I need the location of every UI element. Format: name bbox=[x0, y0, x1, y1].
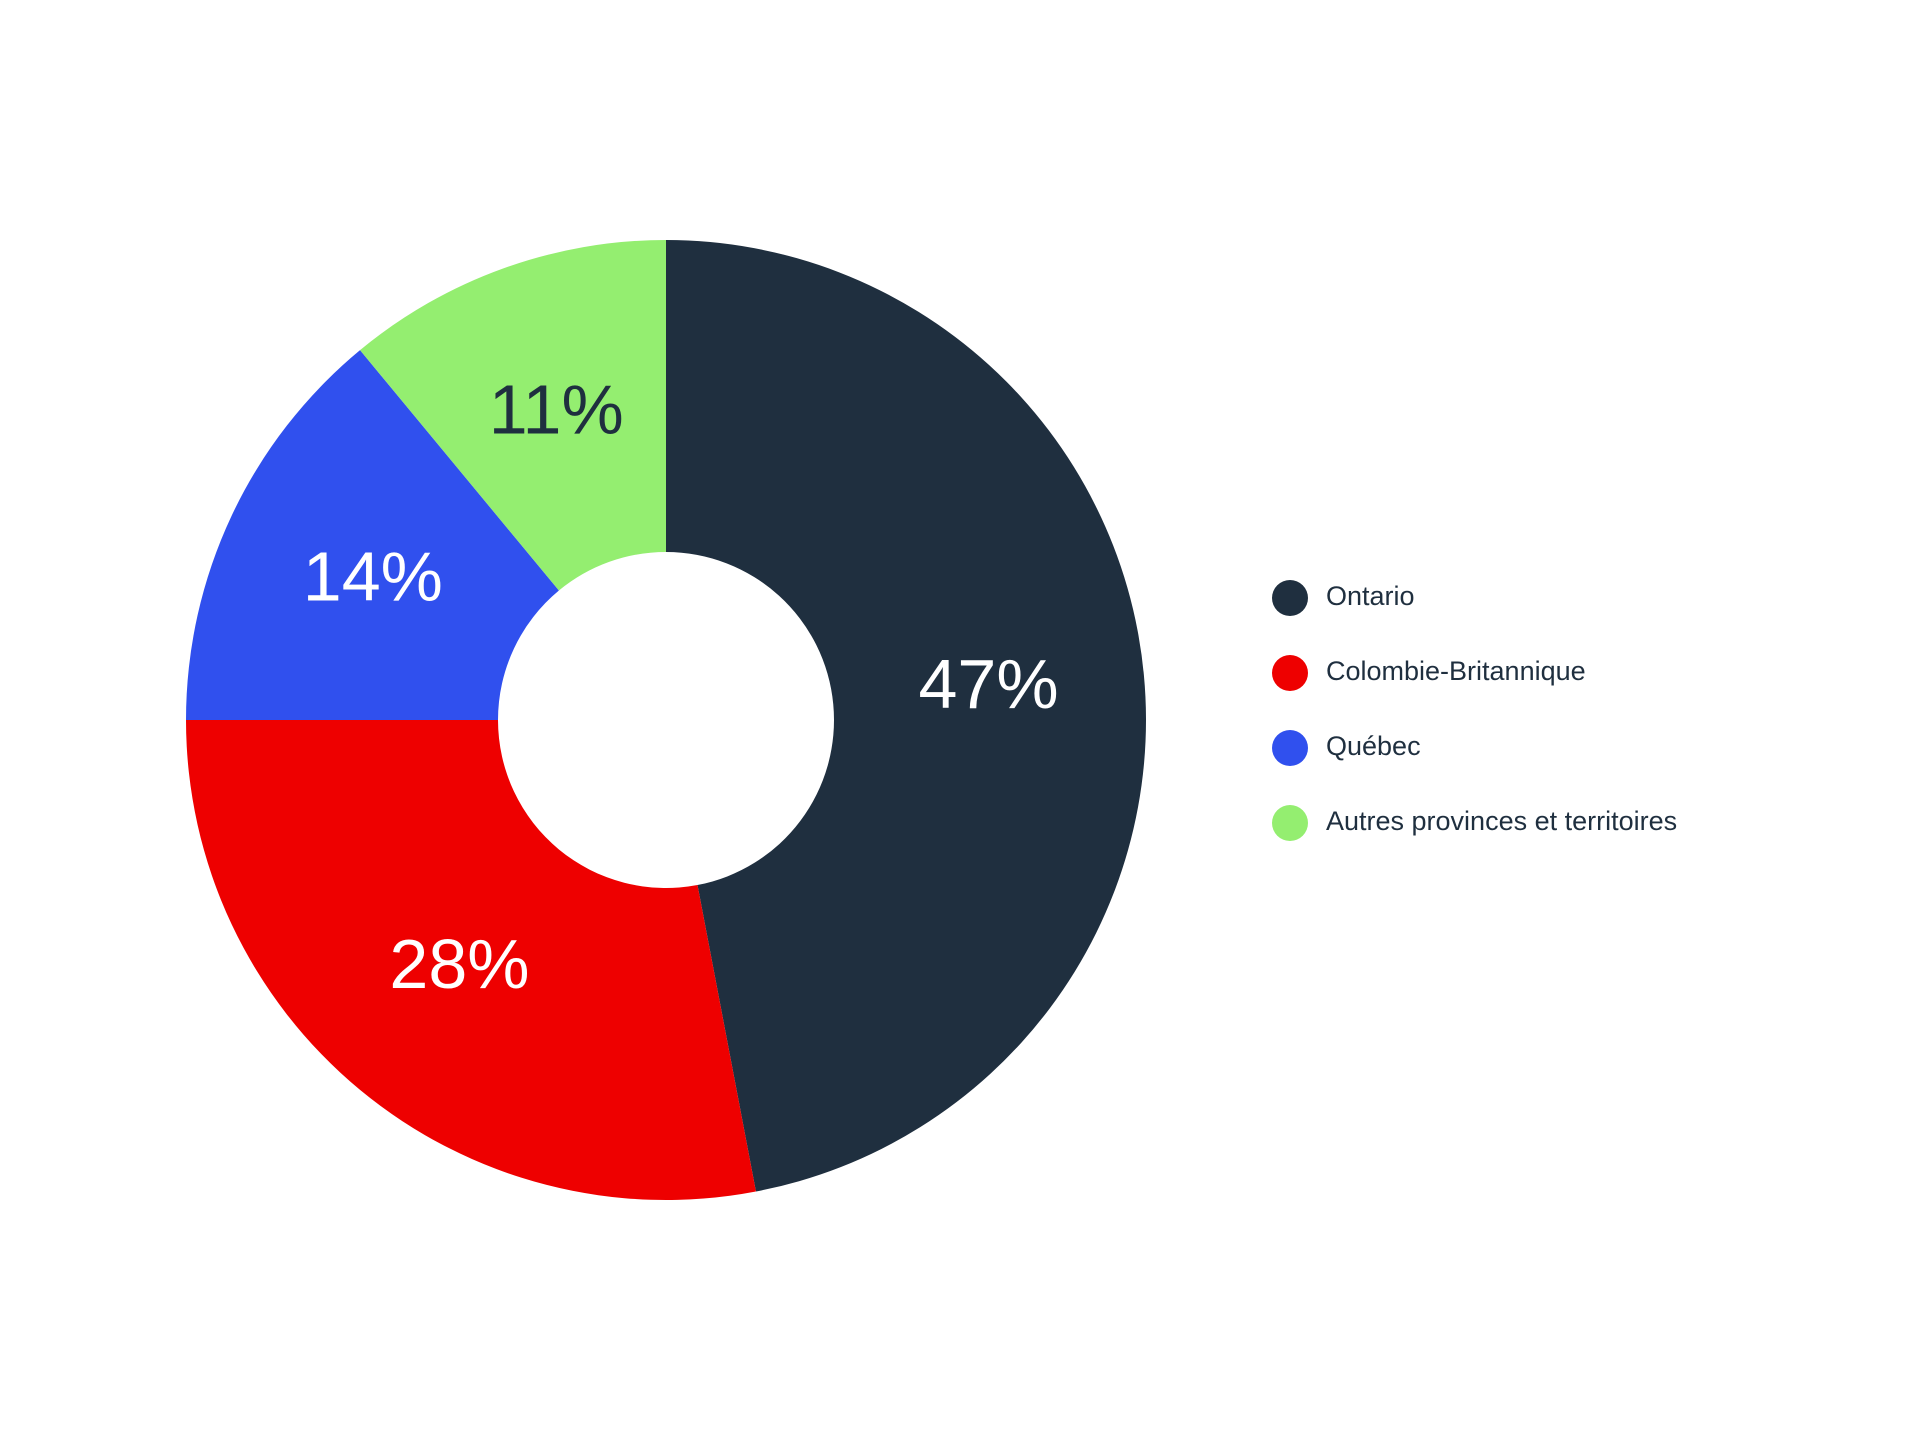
legend-label: Ontario bbox=[1326, 581, 1415, 611]
legend-swatch bbox=[1272, 730, 1308, 766]
donut-slice bbox=[666, 240, 1147, 1192]
donut-slice bbox=[360, 240, 666, 591]
legend-swatch bbox=[1272, 805, 1308, 841]
legend-label: Autres provinces et territoires bbox=[1326, 806, 1677, 836]
legend-label: Colombie-Britannique bbox=[1326, 656, 1586, 686]
legend-swatch bbox=[1272, 580, 1308, 616]
donut-slice bbox=[186, 720, 756, 1200]
legend-label: Québec bbox=[1326, 731, 1421, 761]
value-label: 47% bbox=[919, 645, 1059, 723]
donut-slice bbox=[186, 350, 559, 720]
value-label: 11% bbox=[489, 371, 624, 449]
value-label: 28% bbox=[389, 925, 529, 1003]
legend-swatch bbox=[1272, 655, 1308, 691]
value-label: 14% bbox=[303, 538, 443, 616]
